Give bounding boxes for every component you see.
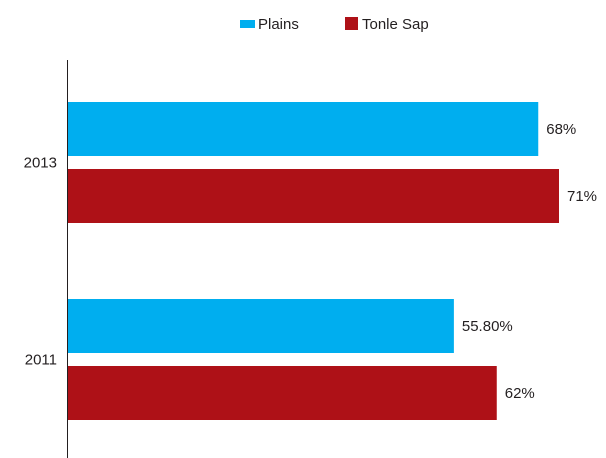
category-label-2013: 2013 bbox=[24, 155, 57, 172]
data-label-tonle-sap-2011: 62% bbox=[505, 385, 535, 402]
category-label-2011: 2011 bbox=[25, 352, 57, 369]
legend-swatch-plains bbox=[240, 20, 255, 28]
bar-group: 68% 71% 2013 55.80% 62% 2011 bbox=[24, 102, 597, 420]
bar-tonle-sap-2013 bbox=[68, 169, 559, 223]
legend-swatch-tonle-sap bbox=[345, 17, 358, 30]
bar-plains-2013 bbox=[68, 102, 539, 156]
data-label-plains-2011: 55.80% bbox=[462, 318, 513, 335]
data-label-plains-2013: 68% bbox=[546, 121, 576, 138]
data-label-tonle-sap-2013: 71% bbox=[567, 188, 597, 205]
bar-tonle-sap-2011 bbox=[68, 366, 497, 420]
legend-label-plains: Plains bbox=[258, 16, 299, 33]
legend-label-tonle-sap: Tonle Sap bbox=[362, 16, 429, 33]
bar-plains-2011 bbox=[68, 299, 454, 353]
chart-legend: Plains Tonle Sap bbox=[240, 16, 429, 33]
